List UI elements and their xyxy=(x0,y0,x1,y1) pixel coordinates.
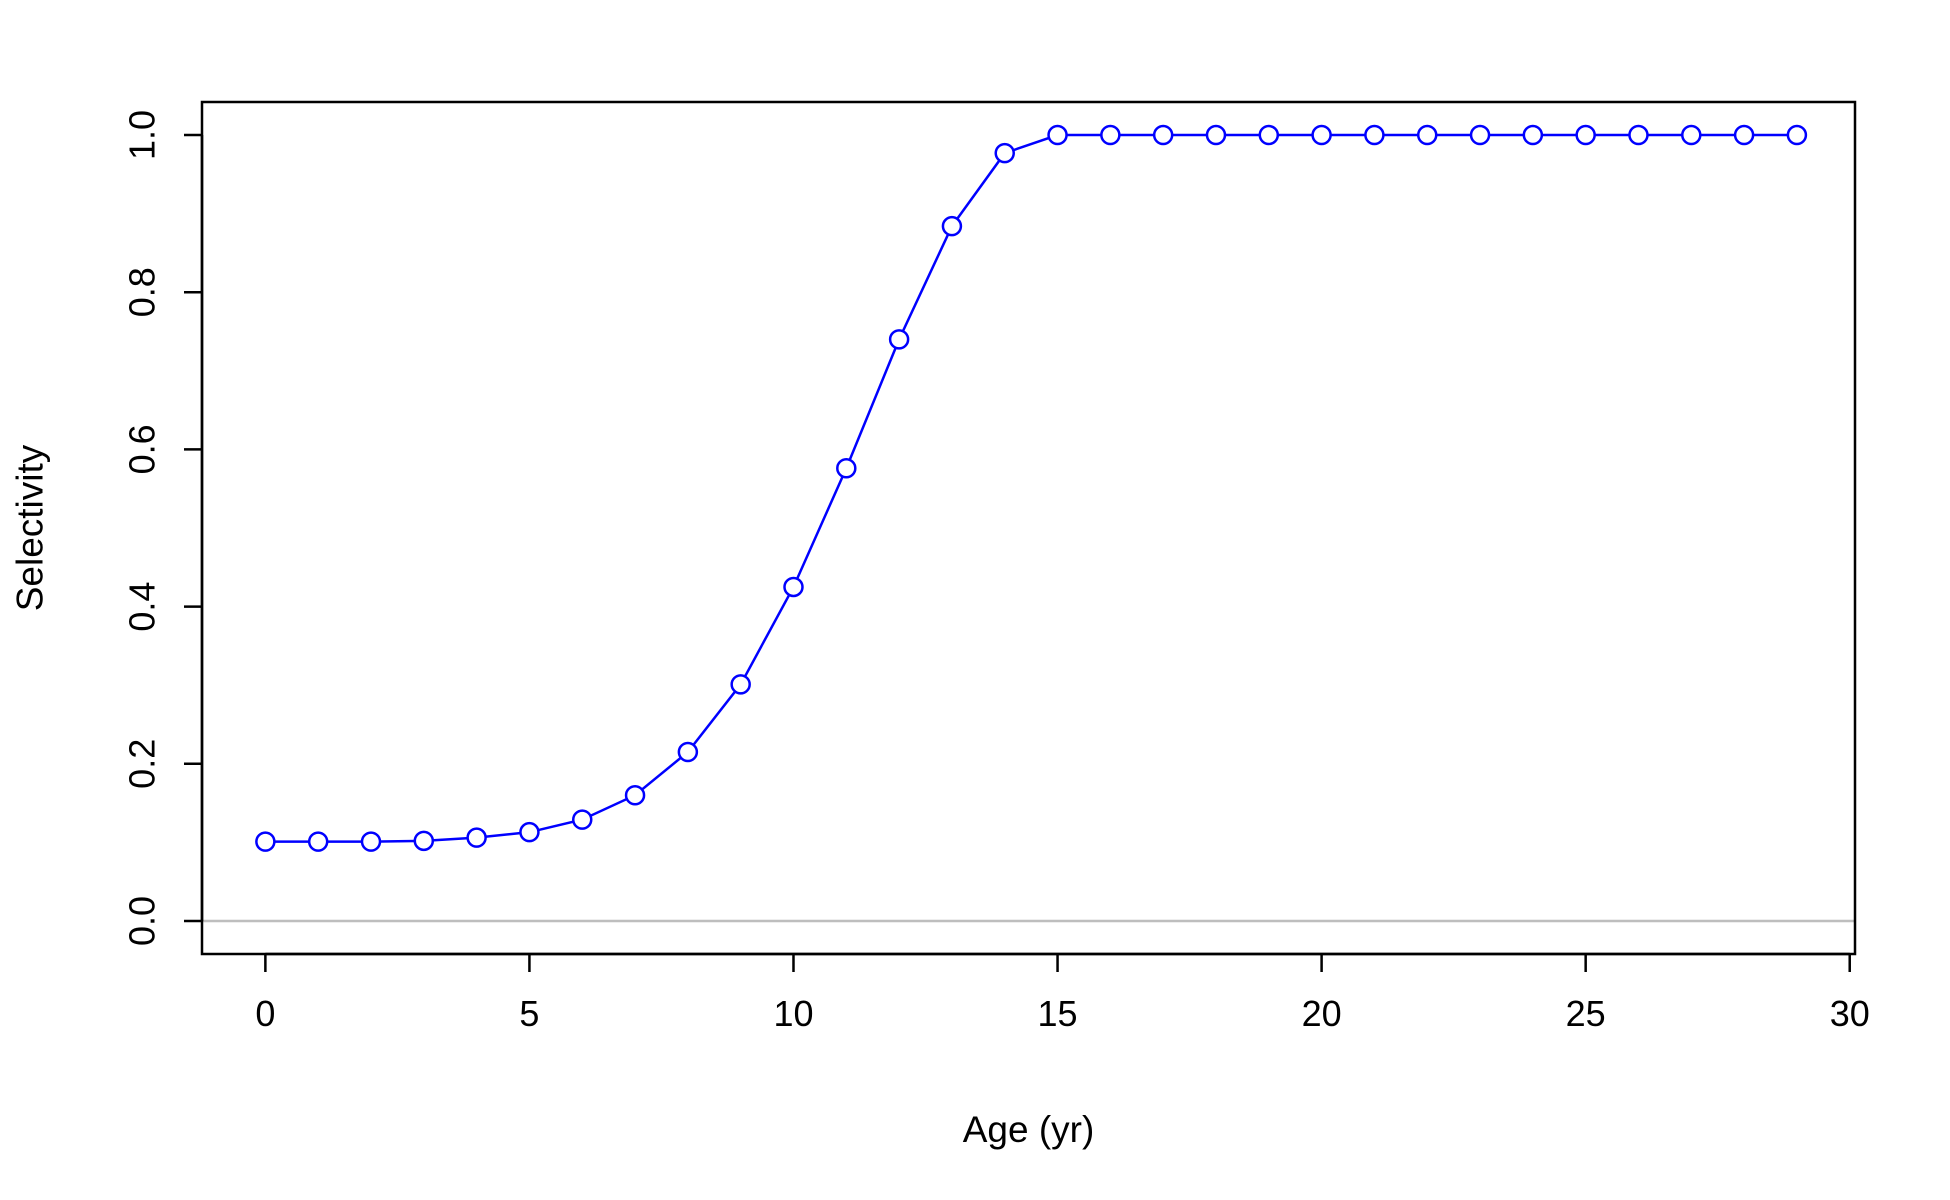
data-point xyxy=(466,827,487,848)
y-tick-label: 0.2 xyxy=(122,739,163,789)
x-axis: 0 5 10 15 20 25 30 xyxy=(255,952,1870,1034)
data-point xyxy=(1047,124,1068,146)
y-tick-label: 0.4 xyxy=(122,582,163,632)
data-point xyxy=(1311,124,1332,146)
y-axis: 0.0 0.2 0.4 0.6 0.8 1.0 xyxy=(122,110,204,946)
data-point xyxy=(307,831,329,852)
data-point xyxy=(1522,124,1544,146)
y-tick-label: 0.6 xyxy=(122,424,163,474)
data-point xyxy=(255,831,276,852)
data-point xyxy=(677,741,699,763)
x-tick-label: 15 xyxy=(1038,993,1078,1034)
data-point xyxy=(1681,124,1702,146)
x-tick-label: 5 xyxy=(519,993,539,1034)
data-point xyxy=(783,576,804,598)
data-point xyxy=(1786,124,1808,146)
x-tick-label: 30 xyxy=(1830,993,1870,1034)
data-point xyxy=(571,809,593,830)
y-tick-label: 0.0 xyxy=(122,896,163,946)
x-tick-label: 0 xyxy=(255,993,275,1034)
data-point xyxy=(1364,124,1385,146)
data-point xyxy=(1416,124,1438,146)
data-point xyxy=(624,784,646,806)
data-point xyxy=(1469,124,1491,146)
x-tick-label: 25 xyxy=(1566,993,1606,1034)
data-point xyxy=(519,821,540,843)
x-tick-label: 10 xyxy=(773,993,813,1034)
data-point xyxy=(360,831,382,852)
data-point xyxy=(994,142,1015,164)
x-axis-title: Age (yr) xyxy=(963,1109,1095,1150)
series-layer xyxy=(255,124,1808,852)
data-point xyxy=(888,329,910,350)
data-point xyxy=(941,215,963,237)
data-point xyxy=(1733,124,1755,146)
y-axis-title: Selectivity xyxy=(10,444,51,611)
data-point xyxy=(1205,124,1227,146)
series-0 xyxy=(255,124,1808,852)
data-point xyxy=(836,458,857,479)
x-tick-label: 20 xyxy=(1302,993,1342,1034)
y-tick-label: 1.0 xyxy=(122,110,163,160)
y-tick-label: 0.8 xyxy=(122,267,163,317)
data-point xyxy=(1258,124,1280,146)
data-point xyxy=(1100,124,1121,146)
data-point xyxy=(1628,124,1649,146)
data-point xyxy=(413,830,435,852)
data-point xyxy=(1575,124,1596,146)
data-point xyxy=(1152,124,1174,146)
data-point xyxy=(730,674,751,695)
